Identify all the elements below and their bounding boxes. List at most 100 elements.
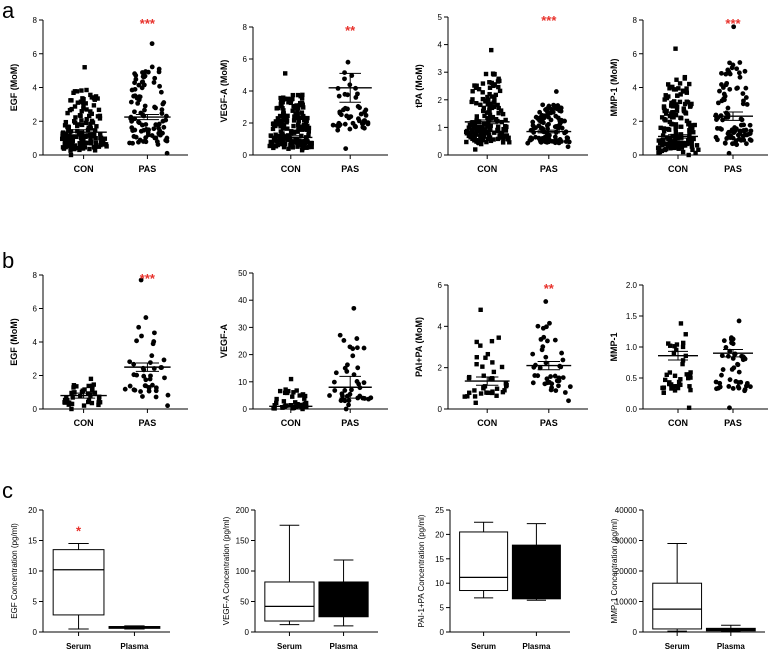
data-point [64, 395, 69, 400]
y-tick-label: 0 [440, 628, 445, 637]
data-point [137, 137, 143, 143]
data-point [486, 132, 492, 137]
data-point [305, 115, 310, 121]
data-point [68, 152, 74, 158]
x-tick-label: PAS [341, 418, 359, 428]
data-point [488, 104, 494, 110]
data-point [291, 390, 296, 395]
data-point [670, 140, 675, 146]
chart-c2: 0 50 100 150 200 VEGF-A Concentration (pg/ml)… [222, 506, 378, 651]
x-tick-label: CON [281, 418, 301, 428]
data-point [676, 140, 681, 146]
data-point [281, 95, 286, 100]
data-point [556, 140, 562, 146]
data-point [333, 370, 339, 376]
data-point [272, 138, 277, 143]
y-tick-label: 1.5 [626, 312, 638, 321]
data-point [88, 121, 93, 127]
x-tick-label: PAS [724, 418, 742, 428]
data-point [141, 373, 147, 379]
y-tick-label: 0 [633, 151, 638, 160]
data-point [294, 140, 300, 145]
data-point [80, 96, 85, 101]
y-tick-label: 6 [33, 305, 38, 314]
data-point [473, 147, 478, 152]
data-point [487, 85, 493, 90]
x-tick-label: Plasma [330, 642, 359, 651]
data-point [548, 374, 553, 379]
data-point [661, 385, 667, 390]
x-tick-label: Plasma [717, 642, 746, 651]
x-tick-label: CON [668, 418, 688, 428]
data-point [500, 111, 506, 117]
data-point [161, 357, 167, 363]
data-point [727, 405, 732, 411]
data-point [63, 119, 69, 125]
data-point [96, 402, 101, 408]
data-point [666, 94, 671, 99]
data-point [136, 324, 142, 330]
data-point [690, 147, 695, 153]
data-point [280, 100, 285, 105]
data-point [342, 70, 347, 75]
data-point [278, 120, 284, 125]
data-point [82, 65, 87, 70]
x-tick-label: PAS [724, 164, 742, 174]
data-point [487, 80, 492, 85]
data-point [74, 145, 79, 151]
data-point [734, 126, 739, 132]
data-point [554, 106, 560, 112]
data-point [98, 142, 103, 148]
y-axis-label: EGF (MoM) [9, 64, 19, 112]
data-point [680, 149, 686, 155]
data-point [744, 102, 750, 107]
data-point [672, 388, 678, 393]
data-point [165, 403, 170, 409]
data-point [742, 388, 748, 394]
data-point [151, 126, 157, 132]
data-point [727, 135, 733, 140]
data-point [491, 137, 496, 142]
data-point [327, 393, 332, 398]
data-point [673, 141, 678, 147]
data-point [741, 98, 746, 104]
data-point [285, 96, 291, 102]
data-point [270, 126, 276, 132]
data-point [714, 137, 720, 143]
data-point [91, 103, 97, 108]
data-point [138, 128, 144, 134]
data-point [87, 113, 92, 119]
data-point [272, 143, 277, 149]
data-point [535, 323, 541, 329]
data-point [669, 386, 674, 391]
data-point [97, 400, 103, 405]
data-point [97, 394, 102, 399]
data-point [342, 398, 348, 404]
data-point [717, 384, 723, 390]
data-point [288, 376, 294, 382]
data-point [84, 87, 89, 93]
data-point [285, 126, 290, 131]
data-point [689, 144, 695, 149]
data-point [481, 105, 487, 111]
data-point [470, 97, 475, 102]
data-point [715, 100, 721, 106]
data-point [88, 139, 94, 144]
data-point [143, 135, 149, 141]
data-point [360, 124, 366, 130]
data-point [164, 150, 170, 156]
data-point [276, 122, 281, 127]
y-tick-label: 2 [633, 117, 638, 126]
data-point [299, 143, 305, 148]
data-point [673, 126, 678, 131]
y-axis-label: PAI+PA (MoM) [414, 317, 424, 377]
data-point [676, 144, 681, 149]
data-point [687, 384, 692, 389]
y-tick-label: 2 [438, 364, 443, 373]
data-point [726, 150, 732, 156]
y-tick-label: 0 [243, 151, 248, 160]
data-point [150, 341, 156, 347]
x-tick-label: CON [668, 164, 688, 174]
x-tick-label: CON [74, 418, 94, 428]
y-tick-label: 40 [238, 296, 247, 305]
